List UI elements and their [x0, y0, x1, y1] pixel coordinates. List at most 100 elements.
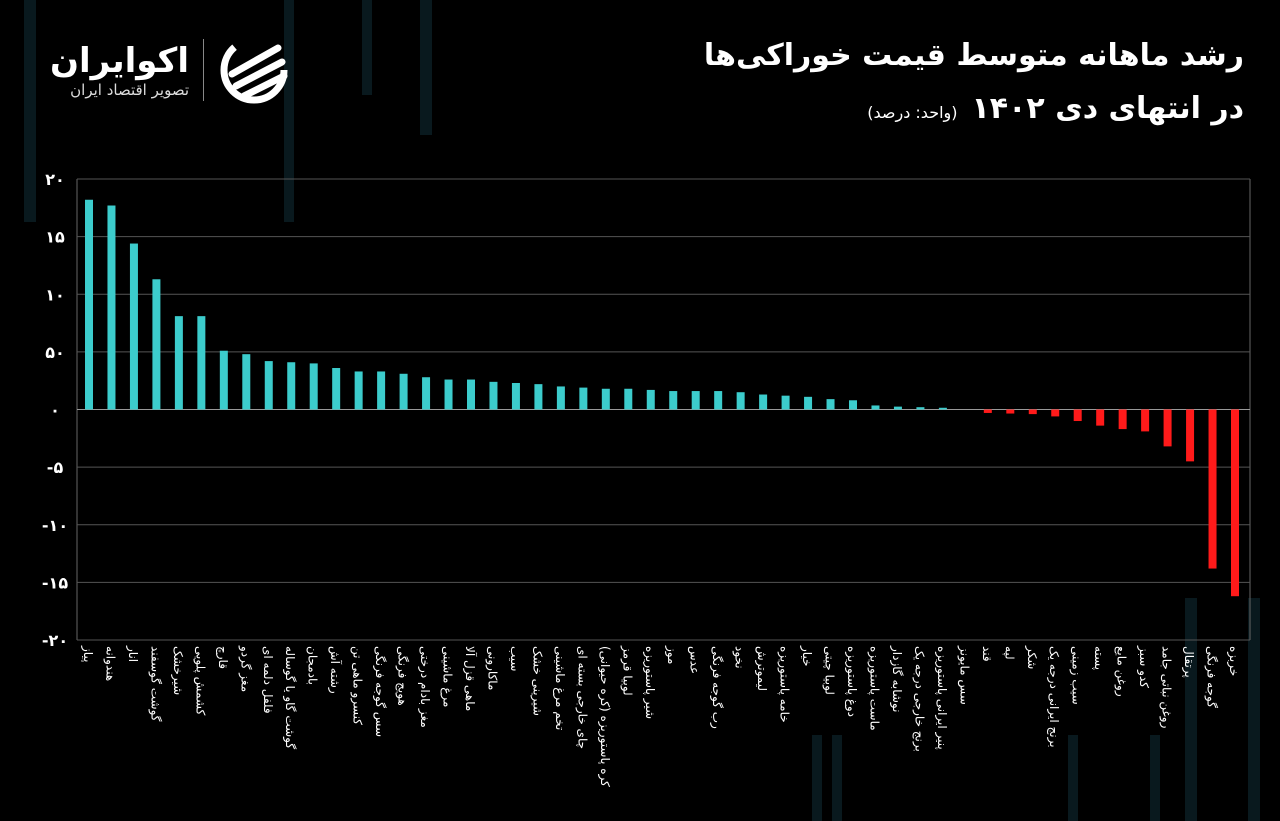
x-tick-label: خامه پاستوریزه: [777, 646, 792, 723]
bar: [85, 199, 93, 410]
x-tick-label: پنیر ایرانی پاستوریزه: [934, 646, 949, 750]
title-line-2: در انتهای دی ۱۴۰۲: [971, 91, 1245, 126]
bar: [804, 396, 813, 410]
y-tick-label: -۱۰: [42, 516, 68, 535]
bar: [556, 386, 565, 410]
bar: [1073, 409, 1082, 422]
bar: [646, 389, 655, 410]
bar: [444, 379, 453, 410]
brand-mark-icon: [220, 36, 288, 104]
x-tick-label: هندوانه: [103, 646, 118, 682]
bar: [1186, 409, 1195, 462]
x-tick-label: نخود: [732, 646, 747, 669]
bar: [893, 406, 902, 410]
x-tick-label: شکر: [1024, 646, 1039, 670]
x-tick-label: روغن نباتی جامد: [1159, 646, 1174, 729]
x-tick-label: پیاز: [81, 646, 95, 663]
x-tick-label: فلفل دلمه ای: [260, 646, 275, 714]
x-tick-label: مرغ ماشینی: [440, 646, 455, 708]
y-tick-label: ۵۰: [45, 343, 65, 362]
bar: [1028, 409, 1037, 415]
x-tick-label: نوشابه گازدار: [889, 646, 904, 713]
x-tick-label: لپه: [1002, 646, 1017, 660]
bar: [309, 363, 318, 410]
bar: [579, 387, 588, 410]
bar: [219, 350, 228, 410]
x-tick-label: تخم مرغ ماشینی: [552, 646, 567, 731]
x-tick-label: شیرینی خشک: [530, 646, 545, 716]
bar: [377, 371, 386, 410]
x-tick-label: سس مایونز: [957, 646, 972, 705]
bar: [107, 205, 116, 410]
x-tick-label: روغن مایع: [1114, 646, 1129, 697]
bar: [287, 362, 296, 410]
bar: [714, 391, 723, 410]
x-tick-label: لیموترش: [755, 646, 770, 692]
title-line-1: رشد ماهانه متوسط قیمت خوراکی‌ها: [703, 38, 1244, 73]
bar: [736, 392, 745, 410]
bar: [849, 400, 857, 410]
bar: [511, 382, 520, 410]
x-tick-label: لوبیا قرمز: [620, 646, 635, 696]
bar: [489, 381, 498, 410]
bar: [624, 388, 633, 410]
bar: [534, 384, 543, 410]
bar: [669, 391, 678, 410]
x-tick-label: کدو سبز: [1137, 646, 1152, 688]
bar: [197, 316, 206, 410]
bar: [332, 368, 341, 410]
bar: [264, 361, 273, 410]
bar: [1163, 409, 1172, 447]
x-tick-label: پسته: [1092, 646, 1107, 671]
x-tick-label: رشته آش: [328, 646, 343, 694]
x-tick-label: انار: [125, 646, 140, 663]
x-tick-label: هویج فرنگی: [395, 646, 410, 706]
bar: [152, 279, 161, 410]
y-tick-label: -۱۵: [42, 573, 68, 592]
y-tick-label: ۰: [50, 401, 60, 420]
bar: [691, 391, 700, 410]
bar: [601, 388, 610, 410]
bar: [422, 377, 431, 410]
bar: [129, 243, 138, 410]
bar: [399, 373, 408, 410]
y-tick-label: ۲۰: [45, 170, 65, 189]
bar: [1141, 409, 1150, 432]
x-tick-label: گوشت گوسفند: [148, 646, 163, 722]
x-tick-label: چای خارجی بسته ای: [575, 646, 590, 750]
bar: [1051, 409, 1060, 417]
x-tick-label: برنج خارجی درجه یک: [912, 646, 927, 752]
x-tick-label: گوشت گاو یا گوساله: [283, 646, 298, 750]
brand-logo: اکوایران تصویر اقتصاد ایران: [50, 34, 290, 106]
x-tick-label: ماست پاستوریزه: [867, 646, 882, 731]
x-tick-label: سیب: [507, 646, 522, 672]
logo-divider: [203, 39, 204, 101]
x-tick-label: دوغ پاستوریزه: [845, 646, 859, 718]
x-tick-label: شیر پاستوریزه: [642, 646, 657, 720]
x-tick-label: بادمجان: [305, 646, 320, 685]
x-tick-label: پرتقال: [1182, 646, 1197, 678]
y-tick-label: -۲۰: [42, 631, 68, 650]
brand-name: اکوایران: [50, 41, 189, 81]
x-tick-label: کشمش پلویی: [193, 646, 208, 716]
bar: [1231, 409, 1239, 597]
x-tick-label: گوجه فرنگی: [1204, 646, 1219, 708]
bar: [826, 399, 835, 410]
bar: [938, 407, 947, 410]
bar: [174, 316, 183, 410]
x-tick-label: سیب زمینی: [1069, 646, 1084, 705]
x-tick-label: مغز بادام درختی: [418, 646, 433, 728]
x-tick-label: مغز گردو: [238, 646, 253, 693]
unit-label: (واحد: درصد): [867, 103, 958, 122]
y-tick-label: ۱۰: [45, 285, 65, 304]
bar: [1006, 409, 1015, 414]
bar: [781, 395, 790, 410]
bar: [242, 354, 251, 410]
y-tick-label: -۵: [47, 458, 64, 477]
x-tick-label: قند: [979, 646, 994, 662]
x-tick-label: ماهی قزل آلا: [463, 646, 477, 712]
bar: [759, 394, 768, 410]
x-tick-label: سس گوجه فرنگی: [373, 646, 388, 738]
x-tick-label: کنسرو ماهی تن: [350, 646, 365, 725]
